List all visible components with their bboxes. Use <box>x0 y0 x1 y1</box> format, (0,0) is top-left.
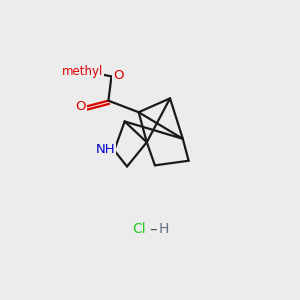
Text: NH: NH <box>96 143 115 156</box>
Text: O: O <box>75 100 86 113</box>
Text: –: – <box>149 221 156 236</box>
Text: O: O <box>113 69 124 82</box>
Text: Cl: Cl <box>133 222 146 236</box>
Text: H: H <box>159 222 169 236</box>
Text: methyl: methyl <box>61 65 103 78</box>
